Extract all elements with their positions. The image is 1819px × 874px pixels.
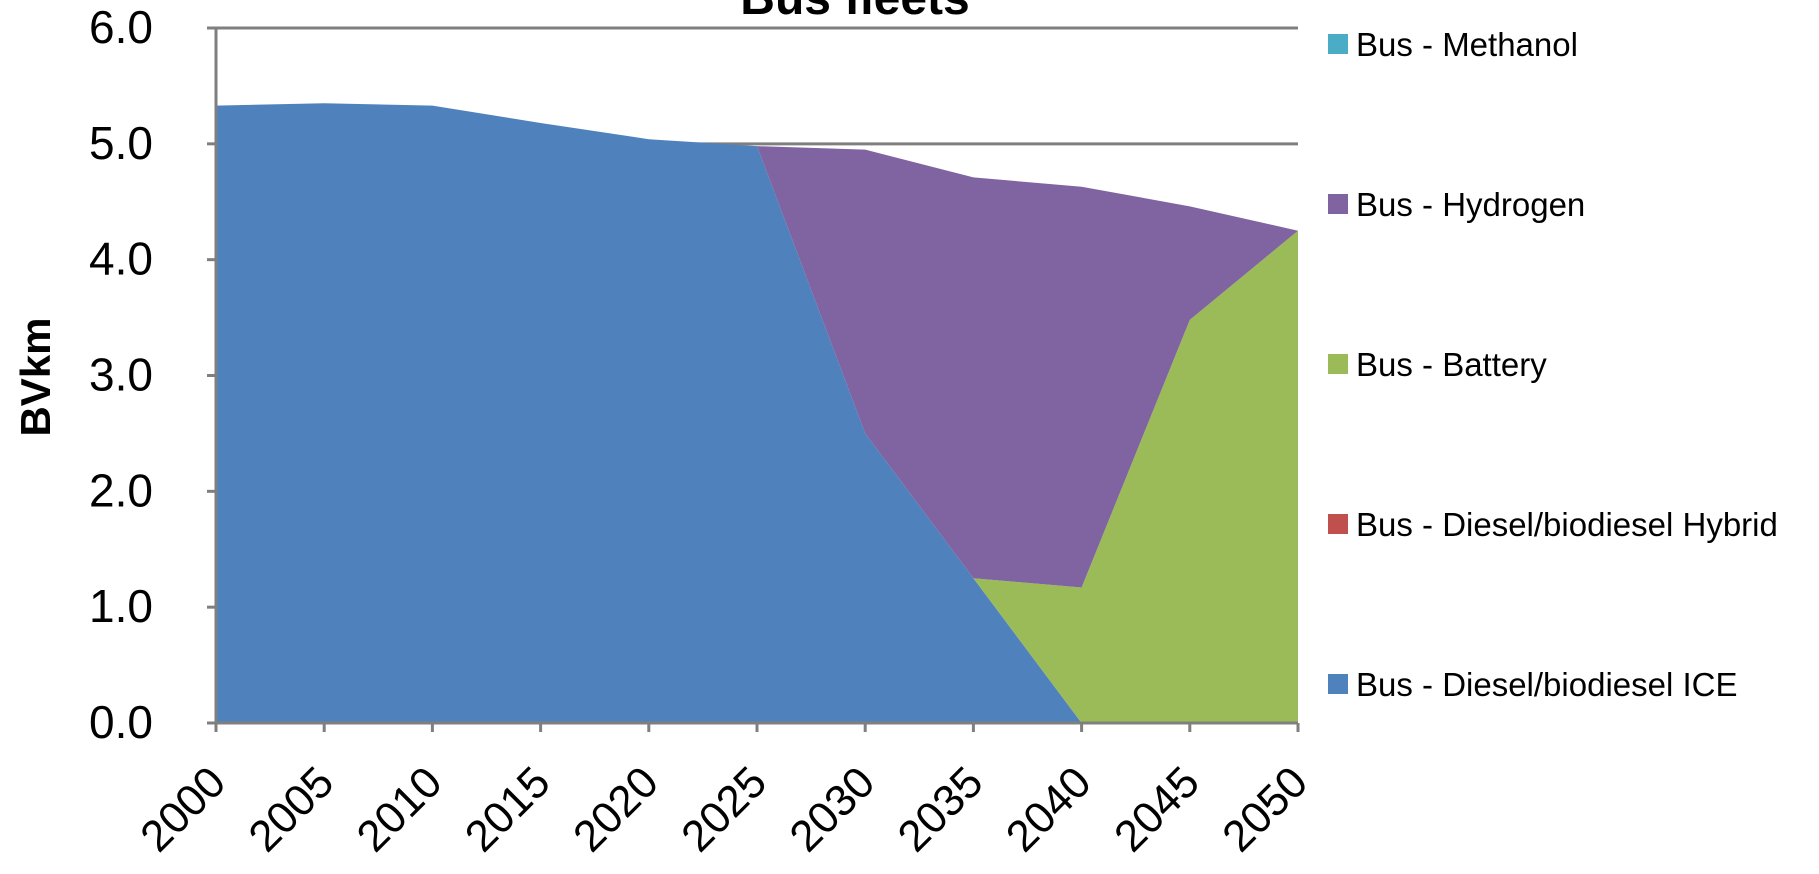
y-tick-labels: 0.0 1.0 2.0 3.0 4.0 5.0 6.0 xyxy=(89,1,153,748)
legend-label: Bus - Diesel/biodiesel Hybrid xyxy=(1356,506,1778,543)
y-tick-label: 1.0 xyxy=(89,580,153,632)
x-tick-label: 2000 xyxy=(131,757,235,861)
y-tick-label: 0.0 xyxy=(89,696,153,748)
legend-label: Bus - Battery xyxy=(1356,346,1547,383)
legend-label: Bus - Diesel/biodiesel ICE xyxy=(1356,666,1738,703)
chart-title: Bus fleets xyxy=(740,0,969,25)
legend: Bus - Methanol Bus - Hydrogen Bus - Batter… xyxy=(1328,26,1778,703)
y-axis-title: BVkm xyxy=(12,317,59,436)
legend-swatch xyxy=(1328,34,1348,54)
x-tick-label: 2045 xyxy=(1105,757,1209,861)
y-tick-label: 6.0 xyxy=(89,1,153,53)
area-bus-battery xyxy=(216,103,1298,724)
legend-swatch xyxy=(1328,674,1348,694)
x-tick-labels: 2000 2005 2010 2015 2020 2025 2030 2035 2040 2045… xyxy=(131,757,1317,861)
x-tick-label: 2035 xyxy=(889,757,993,861)
y-tick-label: 2.0 xyxy=(89,464,153,516)
legend-label: Bus - Methanol xyxy=(1356,26,1578,63)
x-tick-label: 2040 xyxy=(997,757,1101,861)
x-tick-label: 2015 xyxy=(456,757,560,861)
legend-swatch xyxy=(1328,194,1348,214)
x-tick-label: 2005 xyxy=(239,757,343,861)
area-layer xyxy=(216,103,1298,724)
area-bus-diesel-biodiesel-ice xyxy=(216,103,1298,724)
axis-layer xyxy=(207,26,1300,732)
y-tick-label: 3.0 xyxy=(89,349,153,401)
legend-label: Bus - Hydrogen xyxy=(1356,186,1585,223)
legend-swatch xyxy=(1328,354,1348,374)
area-bus-hydrogen xyxy=(216,103,1298,588)
y-tick-label: 5.0 xyxy=(89,117,153,169)
x-tick-label: 2020 xyxy=(564,757,668,861)
x-tick-label: 2050 xyxy=(1213,757,1317,861)
y-tick-label: 4.0 xyxy=(89,233,153,285)
legend-swatch xyxy=(1328,514,1348,534)
x-tick-label: 2030 xyxy=(780,757,884,861)
x-tick-label: 2010 xyxy=(348,757,452,861)
x-tick-label: 2025 xyxy=(672,757,776,861)
